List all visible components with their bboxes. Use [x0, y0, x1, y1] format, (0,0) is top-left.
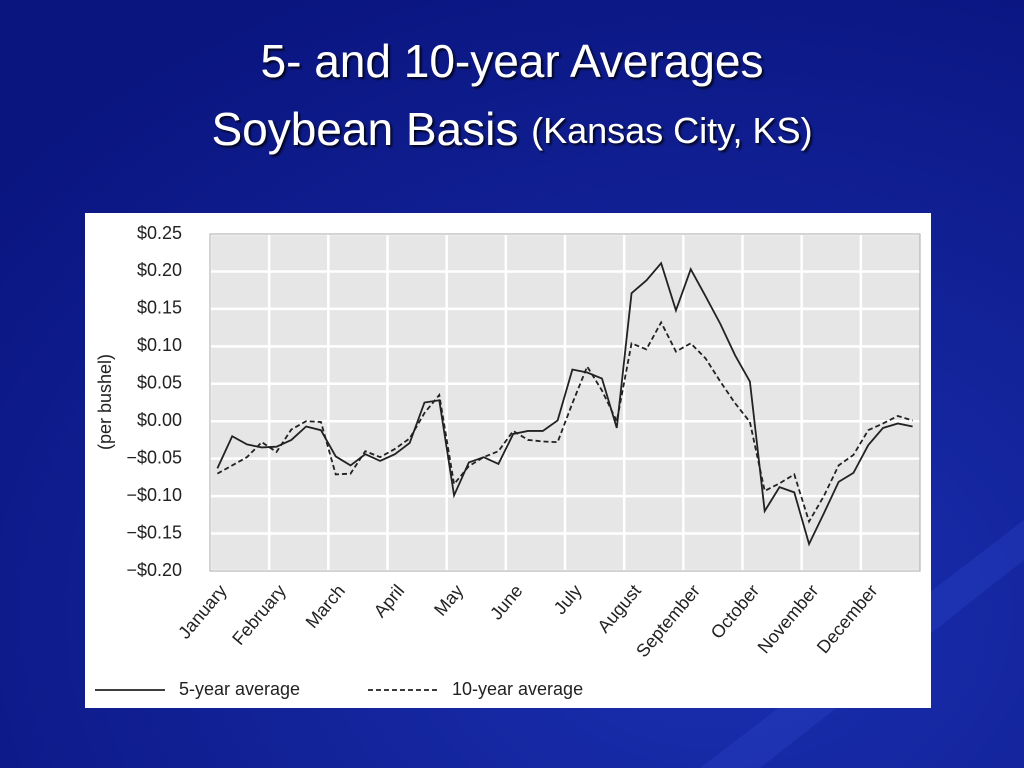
subtitle-note: (Kansas City, KS) [531, 110, 812, 151]
y-tick-label: $0.05 [137, 373, 182, 393]
y-tick-label: $0.20 [137, 260, 182, 280]
y-tick-label: −$0.15 [126, 522, 182, 542]
subtitle-main: Soybean Basis [211, 103, 518, 155]
plot-frame [209, 233, 921, 572]
y-tick-label: $0.15 [137, 298, 182, 318]
y-axis-label: (per bushel) [95, 354, 115, 450]
legend-label: 10-year average [452, 679, 583, 699]
y-tick-label: $0.00 [137, 410, 182, 430]
title: 5- and 10-year Averages [261, 35, 764, 87]
y-tick-label: −$0.05 [126, 447, 182, 467]
y-tick-label: $0.25 [137, 223, 182, 243]
legend-label: 5-year average [179, 679, 300, 699]
y-tick-label: −$0.20 [126, 560, 182, 580]
series-line [216, 261, 913, 547]
y-tick-label: $0.10 [137, 335, 182, 355]
series-line [216, 320, 913, 524]
subtitle: Soybean Basis (Kansas City, KS) [211, 103, 812, 155]
y-tick-label: −$0.10 [126, 485, 182, 505]
